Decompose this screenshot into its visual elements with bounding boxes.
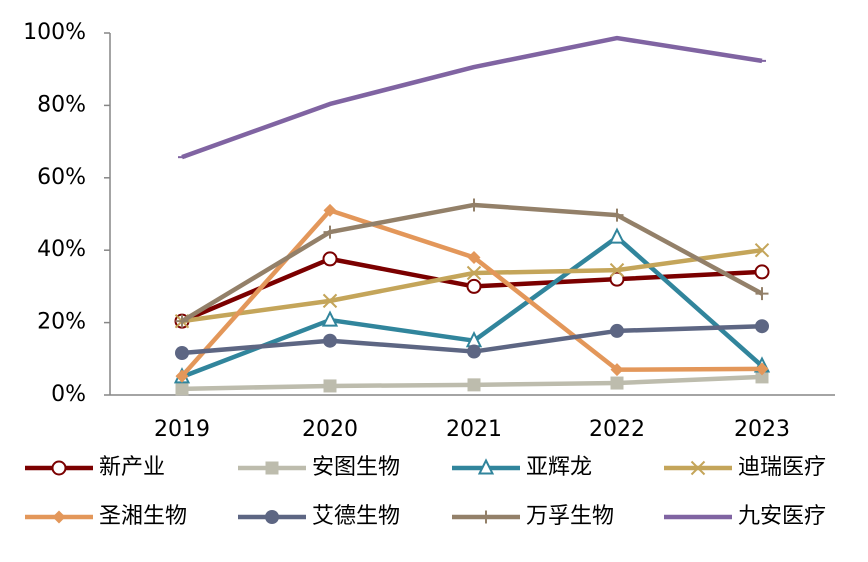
legend-label: 万孚生物: [526, 504, 614, 529]
data-point: [466, 278, 482, 294]
data-point: [322, 293, 338, 309]
data-point: [322, 251, 338, 267]
legend-marker: [690, 460, 706, 476]
legend-label: 亚辉龙: [526, 455, 592, 480]
data-point: [755, 287, 769, 301]
data-point: [323, 225, 337, 239]
y-tick-label: 80%: [37, 92, 86, 117]
data-point: [175, 382, 189, 396]
legend-marker: [477, 458, 495, 475]
y-tick-label: 40%: [37, 237, 86, 262]
legend-marker: [479, 510, 493, 524]
legend-marker: [52, 510, 66, 524]
legend-label: 迪瑞医疗: [738, 455, 826, 480]
legend-label: 圣湘生物: [99, 504, 187, 529]
data-point: [467, 198, 481, 212]
data-point: [755, 370, 769, 384]
legend-label: 艾德生物: [312, 504, 400, 529]
data-point: [321, 310, 339, 327]
data-point: [175, 369, 189, 383]
data-point: [466, 265, 482, 281]
data-point: [610, 208, 624, 222]
data-point: [608, 227, 626, 244]
data-point: [610, 323, 624, 338]
data-point: [755, 362, 769, 376]
data-point: [755, 319, 769, 334]
data-point: [323, 203, 337, 217]
legend-marker: [51, 460, 67, 476]
data-point: [175, 346, 189, 361]
y-tick-label: 0%: [51, 382, 86, 407]
data-point: [175, 314, 189, 328]
data-point: [609, 271, 625, 287]
legend-label: 安图生物: [312, 455, 400, 480]
x-tick-label: 2019: [154, 417, 210, 442]
data-point: [323, 379, 337, 393]
x-tick-label: 2021: [446, 417, 502, 442]
data-point: [323, 333, 337, 348]
y-tick-label: 100%: [23, 20, 86, 45]
x-tick-label: 2023: [734, 417, 790, 442]
data-point: [754, 264, 770, 280]
data-point: [610, 363, 624, 377]
data-point: [467, 378, 481, 392]
y-tick-label: 60%: [37, 165, 86, 190]
data-point: [467, 344, 481, 359]
legend-marker: [265, 510, 279, 524]
x-tick-label: 2020: [302, 417, 358, 442]
y-tick-label: 20%: [37, 310, 86, 335]
legend-label: 九安医疗: [738, 504, 826, 529]
series-line: [181, 35, 763, 160]
data-point: [467, 250, 481, 264]
data-point: [754, 242, 770, 258]
data-point: [609, 262, 625, 278]
legend-label: 新产业: [99, 455, 165, 480]
data-point: [610, 376, 624, 390]
x-tick-label: 2022: [589, 417, 645, 442]
legend-marker: [265, 461, 279, 475]
